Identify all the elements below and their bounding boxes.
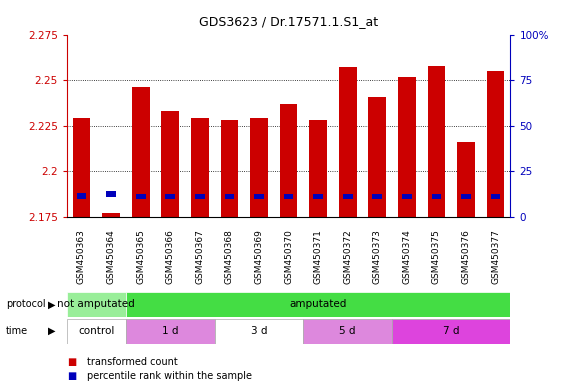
Text: GSM450374: GSM450374 bbox=[403, 230, 411, 284]
Text: GSM450365: GSM450365 bbox=[136, 230, 145, 285]
Text: ■: ■ bbox=[67, 371, 76, 381]
Bar bbox=[309, 120, 327, 217]
Text: ▶: ▶ bbox=[48, 299, 55, 310]
Text: control: control bbox=[78, 326, 114, 336]
Bar bbox=[191, 118, 209, 217]
Text: GSM450364: GSM450364 bbox=[107, 230, 115, 284]
Bar bbox=[280, 104, 298, 217]
Text: GSM450377: GSM450377 bbox=[491, 230, 500, 285]
Text: GSM450372: GSM450372 bbox=[343, 230, 352, 284]
Bar bbox=[461, 194, 471, 199]
Text: 7 d: 7 d bbox=[443, 326, 459, 336]
Text: GSM450368: GSM450368 bbox=[225, 230, 234, 285]
Bar bbox=[126, 292, 510, 317]
Bar bbox=[339, 67, 357, 217]
Text: GSM450363: GSM450363 bbox=[77, 230, 86, 285]
Bar bbox=[132, 88, 150, 217]
Bar bbox=[161, 111, 179, 217]
Text: GSM450373: GSM450373 bbox=[373, 230, 382, 285]
Bar bbox=[215, 319, 303, 344]
Text: protocol: protocol bbox=[6, 299, 45, 310]
Text: not amputated: not amputated bbox=[57, 299, 135, 310]
Text: GSM450367: GSM450367 bbox=[195, 230, 204, 285]
Text: amputated: amputated bbox=[289, 299, 347, 310]
Text: ▶: ▶ bbox=[48, 326, 55, 336]
Text: GSM450376: GSM450376 bbox=[462, 230, 470, 285]
Bar bbox=[343, 194, 353, 199]
Bar bbox=[102, 213, 120, 217]
Text: GSM450366: GSM450366 bbox=[166, 230, 175, 285]
Bar bbox=[427, 66, 445, 217]
Bar bbox=[398, 76, 416, 217]
Bar bbox=[72, 118, 90, 217]
Bar bbox=[220, 120, 238, 217]
Bar bbox=[372, 194, 382, 199]
Bar bbox=[491, 194, 501, 199]
Text: time: time bbox=[6, 326, 28, 336]
Bar bbox=[165, 194, 175, 199]
Bar bbox=[254, 194, 264, 199]
Bar bbox=[67, 292, 126, 317]
Bar bbox=[67, 319, 126, 344]
Bar bbox=[313, 194, 323, 199]
Bar bbox=[136, 194, 146, 199]
Text: GSM450370: GSM450370 bbox=[284, 230, 293, 285]
Text: GSM450371: GSM450371 bbox=[314, 230, 322, 285]
Text: percentile rank within the sample: percentile rank within the sample bbox=[87, 371, 252, 381]
Bar bbox=[432, 194, 441, 199]
Bar bbox=[402, 194, 412, 199]
Text: ■: ■ bbox=[67, 357, 76, 367]
Bar bbox=[195, 194, 205, 199]
Bar bbox=[392, 319, 510, 344]
Text: 1 d: 1 d bbox=[162, 326, 179, 336]
Bar bbox=[250, 118, 268, 217]
Bar bbox=[487, 71, 505, 217]
Bar bbox=[284, 194, 293, 199]
Bar bbox=[106, 191, 116, 197]
Bar bbox=[303, 319, 392, 344]
Text: 5 d: 5 d bbox=[339, 326, 356, 336]
Text: GDS3623 / Dr.17571.1.S1_at: GDS3623 / Dr.17571.1.S1_at bbox=[199, 15, 378, 28]
Bar bbox=[224, 194, 234, 199]
Bar bbox=[77, 193, 86, 199]
Text: 3 d: 3 d bbox=[251, 326, 267, 336]
Bar bbox=[126, 319, 215, 344]
Text: GSM450369: GSM450369 bbox=[255, 230, 263, 285]
Bar bbox=[457, 142, 475, 217]
Bar bbox=[368, 96, 386, 217]
Text: transformed count: transformed count bbox=[87, 357, 177, 367]
Text: GSM450375: GSM450375 bbox=[432, 230, 441, 285]
